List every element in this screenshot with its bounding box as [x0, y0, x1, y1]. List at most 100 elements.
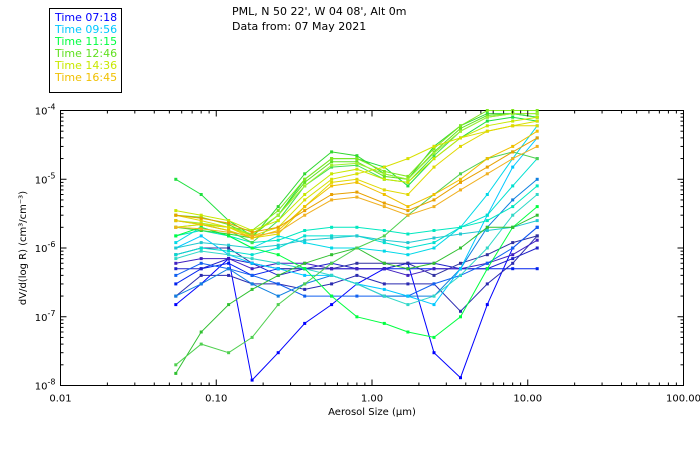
plot-area	[60, 110, 684, 386]
data-point	[199, 241, 203, 245]
data-point	[276, 273, 280, 277]
data-point	[511, 115, 515, 119]
data-point	[303, 193, 307, 196]
data-point	[511, 165, 515, 169]
y-axis: 10-8 10-7 10-6 10-5 10-4	[35, 103, 684, 393]
series	[174, 193, 539, 307]
data-point	[355, 246, 359, 250]
data-point	[227, 225, 231, 229]
data-point	[199, 249, 203, 253]
y-axis-label: dV/d(log R) (cm³/cm⁻³)	[18, 191, 29, 305]
data-point	[382, 205, 386, 209]
y-tick-label: 10-7	[35, 309, 56, 324]
data-point	[276, 246, 280, 250]
data-point	[406, 213, 410, 217]
data-point	[406, 241, 410, 245]
series	[174, 157, 539, 257]
data-point	[355, 225, 359, 229]
data-point	[511, 157, 515, 161]
data-point	[406, 209, 410, 213]
data-point	[174, 241, 178, 245]
data-point	[227, 273, 231, 277]
data-point	[276, 209, 280, 213]
data-point	[303, 205, 307, 209]
data-point	[382, 169, 386, 173]
data-point	[199, 273, 203, 277]
data-point	[535, 219, 539, 223]
data-point	[227, 246, 231, 250]
data-point	[432, 193, 436, 196]
data-point	[511, 213, 515, 217]
data-point	[535, 213, 539, 217]
data-point	[406, 303, 410, 307]
data-point	[432, 294, 436, 298]
data-point	[303, 238, 307, 242]
data-point	[535, 205, 539, 209]
data-point	[459, 267, 462, 271]
data-point	[303, 209, 307, 213]
data-point	[303, 234, 307, 238]
data-point	[432, 198, 436, 202]
data-point	[511, 205, 515, 209]
data-point	[355, 261, 359, 265]
data-point	[199, 193, 203, 196]
data-point	[355, 190, 359, 194]
data-point	[303, 282, 307, 286]
data-point	[485, 282, 489, 286]
data-point	[276, 294, 280, 298]
data-point	[355, 273, 359, 277]
data-point	[459, 124, 462, 128]
data-point	[535, 129, 539, 133]
data-point	[355, 267, 359, 271]
data-point	[250, 246, 254, 250]
data-point	[535, 177, 539, 181]
data-point	[330, 150, 334, 154]
data-point	[485, 115, 489, 119]
data-point	[432, 165, 436, 169]
data-point	[199, 342, 203, 346]
data-point	[227, 234, 231, 238]
data-point	[355, 160, 359, 164]
y-tick-label: 10-4	[35, 103, 56, 118]
series	[174, 144, 539, 238]
series	[174, 124, 539, 240]
data-point	[250, 241, 254, 245]
data-point	[432, 351, 436, 355]
data-point	[330, 165, 334, 169]
data-point	[303, 321, 307, 325]
legend-entry: Time 16:45	[54, 71, 117, 84]
data-point	[330, 234, 334, 238]
data-point	[485, 303, 489, 307]
data-point	[250, 257, 254, 261]
data-point	[406, 157, 410, 161]
data-point	[227, 253, 231, 257]
data-point	[406, 330, 410, 334]
data-point	[535, 115, 539, 119]
data-point	[174, 371, 178, 375]
data-point	[303, 241, 307, 245]
data-point	[485, 193, 489, 196]
data-point	[199, 261, 203, 265]
data-point	[535, 184, 539, 188]
legend-entry: Time 07:18	[54, 11, 117, 24]
data-point	[276, 351, 280, 355]
data-point	[459, 246, 462, 250]
data-point	[485, 261, 489, 265]
data-point	[485, 113, 489, 117]
data-point	[276, 253, 280, 257]
data-point	[355, 157, 359, 161]
data-point	[250, 267, 254, 271]
data-point	[511, 246, 515, 250]
data-point	[199, 219, 203, 223]
data-point	[382, 172, 386, 176]
x-tick-label: 100.00	[666, 394, 700, 405]
data-point	[406, 232, 410, 236]
data-point	[199, 234, 203, 238]
data-point	[382, 282, 386, 286]
data-point	[174, 225, 178, 229]
data-point	[485, 129, 489, 133]
data-point	[511, 150, 515, 154]
data-point	[382, 238, 386, 242]
